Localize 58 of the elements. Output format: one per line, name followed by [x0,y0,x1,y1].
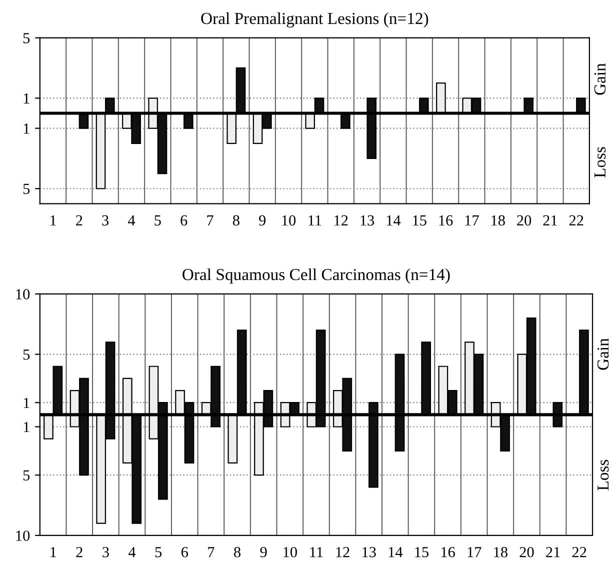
x-tick-label: 12 [334,215,348,226]
text: Gain [594,63,606,95]
x-tick-label: 17 [465,215,479,226]
x-tick-label: 11 [308,215,322,226]
x-tick-label: 3 [102,547,109,558]
x-tick-label: 16 [439,215,453,226]
x-tick-label: 21 [543,215,557,226]
x-tick-label: 1 [50,215,56,226]
x-tick-label: 10 [282,215,296,226]
x-tick-label: 15 [415,547,429,558]
x-tick-label: 7 [208,547,214,558]
x-tick-label: 20 [520,546,534,558]
x-tick-label: 12 [336,547,350,558]
x-tick-label: 5 [154,215,161,226]
chart-title: Oral Squamous Cell Carcinomas (n=14) [182,268,450,284]
x-tick-label: 9 [260,547,267,558]
x-tick-label: 20 [517,215,532,226]
x-tick-label: 10 [284,546,297,558]
text: Gain [597,338,609,370]
chart-title: Oral Premalignant Lesions (n=12) [201,12,428,28]
x-tick-label: 22 [569,215,584,226]
y-tick-label: 10 [16,530,30,541]
text: Loss [598,460,609,490]
y-tick-label: 5 [23,184,30,194]
y-tick-label: 1 [24,398,30,408]
y-tick-label: 5 [23,350,30,360]
x-tick-label: 22 [572,547,586,558]
x-tick-label: 3 [102,215,109,226]
text: Loss [594,147,606,178]
x-tick-label: 15 [413,215,426,226]
x-tick-label: 14 [386,215,401,226]
x-tick-label: 11 [310,547,323,558]
x-tick-label: 5 [155,547,162,558]
x-tick-label: 1 [50,547,56,558]
x-tick-label: 16 [441,547,455,558]
x-tick-label: 13 [360,215,374,226]
x-tick-label: 6 [180,215,188,226]
y-tick-label: 1 [24,124,30,134]
x-tick-label: 7 [207,215,214,226]
x-tick-label: 8 [234,546,241,558]
x-tick-label: 4 [128,547,136,558]
x-tick-label: 4 [128,215,136,226]
x-tick-label: 2 [76,547,82,558]
y-tick-label: 10 [16,289,30,300]
x-tick-label: 8 [232,215,240,226]
y-tick-label: 1 [24,93,30,104]
y-tick-label: 1 [24,422,30,432]
y-tick-label: 5 [23,470,30,481]
x-tick-label: 6 [181,547,188,558]
x-tick-label: 18 [492,215,505,226]
x-tick-label: 14 [388,547,403,558]
x-tick-label: 17 [468,547,482,558]
y-tick-label: 5 [23,33,30,44]
x-tick-label: 13 [362,547,376,558]
x-tick-label: 21 [546,547,560,558]
x-tick-label: 18 [494,546,508,558]
x-tick-label: 9 [259,215,266,226]
x-tick-label: 2 [76,215,82,226]
